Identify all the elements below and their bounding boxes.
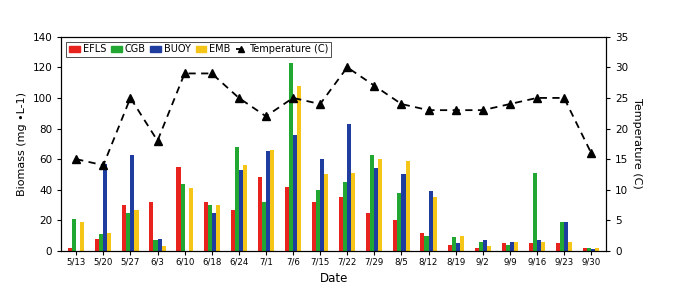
Bar [130, 155, 134, 251]
Bar [502, 243, 506, 251]
Bar [560, 222, 564, 251]
Bar [351, 173, 355, 251]
Bar [339, 197, 343, 251]
Bar [370, 155, 375, 251]
Bar [456, 243, 460, 251]
Bar [506, 245, 510, 251]
Bar [514, 242, 518, 251]
Bar [153, 240, 157, 251]
Bar [460, 236, 464, 251]
Bar [108, 233, 112, 251]
Bar [347, 124, 351, 251]
Bar [394, 220, 398, 251]
Bar [176, 167, 180, 251]
Bar [510, 242, 514, 251]
Bar [99, 234, 104, 251]
Bar [343, 182, 347, 251]
Bar [405, 161, 409, 251]
Bar [239, 170, 243, 251]
Bar [587, 248, 591, 251]
Bar [475, 248, 479, 251]
Bar [537, 240, 541, 251]
Bar [68, 248, 72, 251]
Bar [204, 202, 208, 251]
Bar [452, 237, 456, 251]
Bar [208, 205, 212, 251]
Bar [564, 222, 568, 251]
Bar [235, 147, 239, 251]
Bar [72, 219, 76, 251]
Bar [595, 248, 599, 251]
Bar [157, 239, 161, 251]
Bar [568, 242, 572, 251]
Bar [398, 193, 402, 251]
Bar [379, 159, 383, 251]
Bar [479, 242, 483, 251]
Bar [420, 233, 424, 251]
Bar [428, 191, 432, 251]
Bar [533, 173, 537, 251]
Bar [312, 202, 316, 251]
Bar [216, 205, 220, 251]
Bar [487, 246, 491, 251]
Bar [424, 236, 428, 251]
Bar [483, 240, 487, 251]
Bar [447, 245, 452, 251]
Legend: EFLS, CGB, BUOY, EMB, Temperature (C): EFLS, CGB, BUOY, EMB, Temperature (C) [66, 42, 332, 58]
Bar [366, 213, 370, 251]
Bar [316, 190, 320, 251]
X-axis label: Date: Date [319, 272, 348, 285]
Bar [583, 248, 587, 251]
Bar [289, 63, 293, 251]
Bar [293, 135, 297, 251]
Y-axis label: Temperature (C): Temperature (C) [632, 99, 642, 189]
Bar [104, 164, 108, 251]
Bar [320, 159, 324, 251]
Bar [149, 202, 153, 251]
Bar [189, 188, 193, 251]
Bar [80, 222, 84, 251]
Bar [123, 205, 127, 251]
Bar [324, 174, 328, 251]
Bar [161, 246, 165, 251]
Bar [285, 187, 289, 251]
Bar [243, 165, 247, 251]
Bar [529, 243, 533, 251]
Bar [134, 210, 138, 251]
Bar [258, 177, 262, 251]
Bar [212, 213, 216, 251]
Bar [297, 86, 301, 251]
Bar [180, 184, 185, 251]
Bar [402, 174, 405, 251]
Y-axis label: Biomass (mg •L-1): Biomass (mg •L-1) [17, 92, 27, 196]
Bar [127, 213, 130, 251]
Bar [95, 239, 99, 251]
Bar [262, 202, 266, 251]
Bar [231, 210, 235, 251]
Bar [266, 151, 270, 251]
Bar [270, 150, 274, 251]
Bar [556, 243, 560, 251]
Bar [591, 249, 595, 251]
Bar [375, 168, 379, 251]
Bar [541, 242, 545, 251]
Bar [432, 197, 437, 251]
